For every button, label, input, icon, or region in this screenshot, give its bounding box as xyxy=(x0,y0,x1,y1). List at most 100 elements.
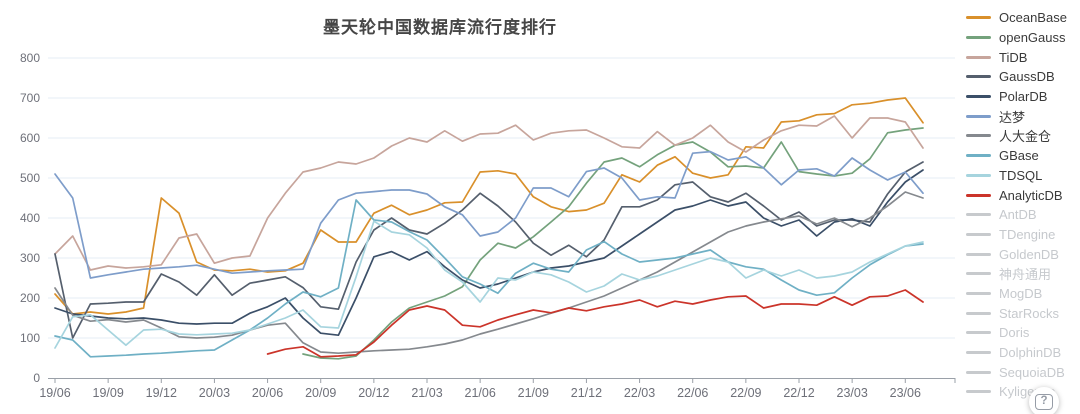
legend-item-Doris[interactable]: Doris xyxy=(966,323,1080,343)
legend-label: TDSQL xyxy=(999,167,1043,183)
y-axis-label: 0 xyxy=(33,371,40,385)
series-line-PolarDB xyxy=(54,169,924,337)
legend-label: PolarDB xyxy=(999,89,1048,105)
legend-label: 人大金仓 xyxy=(999,129,1052,145)
x-axis-label: 22/03 xyxy=(624,386,655,400)
legend-label: openGauss xyxy=(999,30,1066,46)
x-axis-label: 19/06 xyxy=(39,386,70,400)
x-axis-label: 22/06 xyxy=(677,386,708,400)
series-line-GBase xyxy=(54,199,924,358)
legend-item-SequoiaDB[interactable]: SequoiaDB xyxy=(966,362,1080,382)
series-line-人大金仓 xyxy=(54,191,924,355)
series-line-OceanBase xyxy=(54,97,924,315)
legend-label: GBase xyxy=(999,148,1039,164)
legend-swatch xyxy=(966,36,991,40)
y-axis-label: 300 xyxy=(20,251,40,265)
x-axis-label: 19/12 xyxy=(146,386,177,400)
y-axis-label: 800 xyxy=(20,51,40,65)
legend-label: StarRocks xyxy=(999,305,1059,321)
legend-item-Kyligence[interactable]: Kyligence xyxy=(966,382,1080,402)
legend-label: AntDB xyxy=(999,207,1037,223)
y-axis-label: 400 xyxy=(20,211,40,225)
legend-swatch xyxy=(966,232,991,236)
legend-item-PolarDB[interactable]: PolarDB xyxy=(966,87,1080,107)
y-axis-label: 600 xyxy=(20,131,40,145)
legend-label: AnalyticDB xyxy=(999,187,1063,203)
legend-swatch xyxy=(966,390,991,394)
legend-item-GoldenDB[interactable]: GoldenDB xyxy=(966,244,1080,264)
legend-item-DolphinDB[interactable]: DolphinDB xyxy=(966,343,1080,363)
legend-item-AnalyticDB[interactable]: AnalyticDB xyxy=(966,185,1080,205)
legend-item-MogDB[interactable]: MogDB xyxy=(966,284,1080,304)
legend-label: OceanBase xyxy=(999,10,1067,26)
legend-swatch xyxy=(966,173,991,177)
legend-item-神舟通用[interactable]: 神舟通用 xyxy=(966,264,1080,284)
x-axis-label: 23/06 xyxy=(890,386,921,400)
legend-item-AntDB[interactable]: AntDB xyxy=(966,205,1080,225)
series-line-AnalyticDB xyxy=(266,289,924,358)
legend-label: TDengine xyxy=(999,226,1056,242)
legend-item-TiDB[interactable]: TiDB xyxy=(966,47,1080,67)
legend-item-达梦[interactable]: 达梦 xyxy=(966,106,1080,126)
series-line-GaussDB xyxy=(54,161,924,339)
y-axis-label: 200 xyxy=(20,291,40,305)
legend-swatch xyxy=(966,272,991,276)
series-line-达梦 xyxy=(54,150,924,279)
legend-swatch xyxy=(966,311,991,315)
legend: OceanBase openGauss TiDB GaussDB PolarDB 达梦人大… xyxy=(966,8,1080,402)
legend-item-StarRocks[interactable]: StarRocks xyxy=(966,303,1080,323)
legend-label: Doris xyxy=(999,325,1030,341)
y-axis-label: 700 xyxy=(20,91,40,105)
legend-swatch xyxy=(966,370,991,374)
legend-label: DolphinDB xyxy=(999,345,1062,361)
chart-title: 墨天轮中国数据库流行度排行 xyxy=(323,18,557,37)
y-axis-label: 100 xyxy=(20,331,40,345)
legend-swatch xyxy=(966,331,991,335)
legend-label: SequoiaDB xyxy=(999,364,1065,380)
x-axis-label: 21/03 xyxy=(411,386,442,400)
question-mark-icon: ? xyxy=(1035,393,1053,411)
legend-item-TDengine[interactable]: TDengine xyxy=(966,225,1080,245)
legend-swatch xyxy=(966,114,991,118)
x-axis-label: 20/09 xyxy=(305,386,336,400)
legend-swatch xyxy=(966,351,991,355)
x-axis-label: 20/06 xyxy=(252,386,283,400)
legend-swatch xyxy=(966,213,991,217)
legend-item-GBase[interactable]: GBase xyxy=(966,146,1080,166)
legend-label: TiDB xyxy=(999,49,1028,65)
help-button[interactable]: ? xyxy=(1029,387,1059,414)
legend-item-OceanBase[interactable]: OceanBase xyxy=(966,8,1080,28)
series-line-TDSQL xyxy=(54,220,924,349)
legend-swatch xyxy=(966,291,991,295)
series-line-TiDB xyxy=(54,115,924,271)
legend-label: GaussDB xyxy=(999,69,1055,85)
legend-swatch xyxy=(966,154,991,158)
legend-item-openGauss[interactable]: openGauss xyxy=(966,28,1080,48)
legend-item-TDSQL[interactable]: TDSQL xyxy=(966,166,1080,186)
x-axis-label: 23/03 xyxy=(837,386,868,400)
legend-label: MogDB xyxy=(999,285,1043,301)
legend-swatch xyxy=(966,252,991,256)
legend-swatch xyxy=(966,75,991,79)
legend-item-GaussDB[interactable]: GaussDB xyxy=(966,67,1080,87)
x-axis-label: 20/03 xyxy=(199,386,230,400)
legend-swatch xyxy=(966,134,991,138)
series-line-openGauss xyxy=(302,127,924,360)
legend-label: GoldenDB xyxy=(999,246,1059,262)
x-axis-label: 22/09 xyxy=(730,386,761,400)
y-axis-label: 500 xyxy=(20,171,40,185)
x-axis-label: 22/12 xyxy=(783,386,814,400)
legend-swatch xyxy=(966,16,991,20)
legend-label: 达梦 xyxy=(999,109,1026,125)
x-axis-label: 19/09 xyxy=(93,386,124,400)
x-axis-label: 21/12 xyxy=(571,386,602,400)
x-axis-label: 20/12 xyxy=(358,386,389,400)
legend-swatch xyxy=(966,193,991,197)
legend-item-人大金仓[interactable]: 人大金仓 xyxy=(966,126,1080,146)
x-axis-label: 21/09 xyxy=(518,386,549,400)
x-axis-label: 21/06 xyxy=(465,386,496,400)
legend-swatch xyxy=(966,55,991,59)
legend-swatch xyxy=(966,95,991,99)
